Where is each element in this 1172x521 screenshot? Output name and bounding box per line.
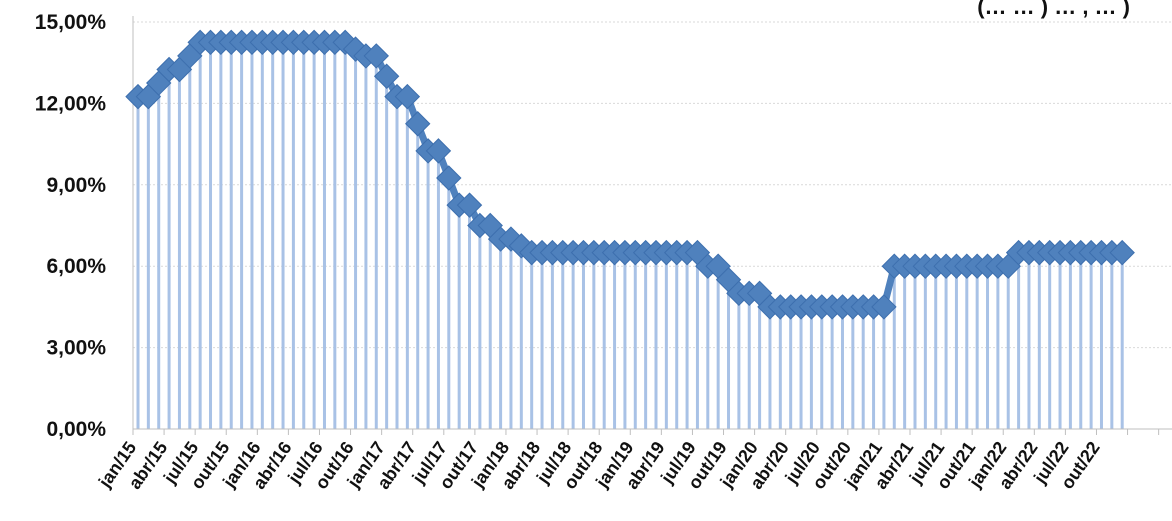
- drop-lines: [136, 42, 1124, 429]
- chart-title-fragment: (… … ) … , … ): [977, 0, 1130, 19]
- data-point-marker: [436, 165, 462, 191]
- y-tick-label: 0,00%: [46, 418, 106, 441]
- x-axis-tick-labels: jan/15abr/15jul/15out/15jan/16abr/16jul/…: [94, 438, 1104, 493]
- gridlines: [133, 21, 1172, 349]
- y-tick-label: 6,00%: [46, 255, 106, 278]
- series-markers: [125, 29, 1135, 320]
- y-tick-label: 15,00%: [35, 11, 107, 34]
- y-axis-tick-labels: 0,00% 3,00% 6,00% 9,00% 12,00% 15,00%: [35, 11, 107, 441]
- data-point-marker: [394, 83, 421, 110]
- data-point-marker: [373, 63, 400, 89]
- y-tick-label: 9,00%: [46, 174, 106, 197]
- data-point-marker: [456, 192, 483, 218]
- data-point-marker: [425, 138, 452, 164]
- data-point-marker: [871, 294, 897, 320]
- axes: [132, 16, 1172, 435]
- data-point-marker: [363, 43, 389, 69]
- y-tick-label: 3,00%: [46, 337, 106, 360]
- y-tick-label: 12,00%: [35, 92, 107, 115]
- data-point-marker: [498, 226, 524, 252]
- data-point-marker: [1109, 239, 1135, 266]
- data-point-marker: [405, 111, 431, 137]
